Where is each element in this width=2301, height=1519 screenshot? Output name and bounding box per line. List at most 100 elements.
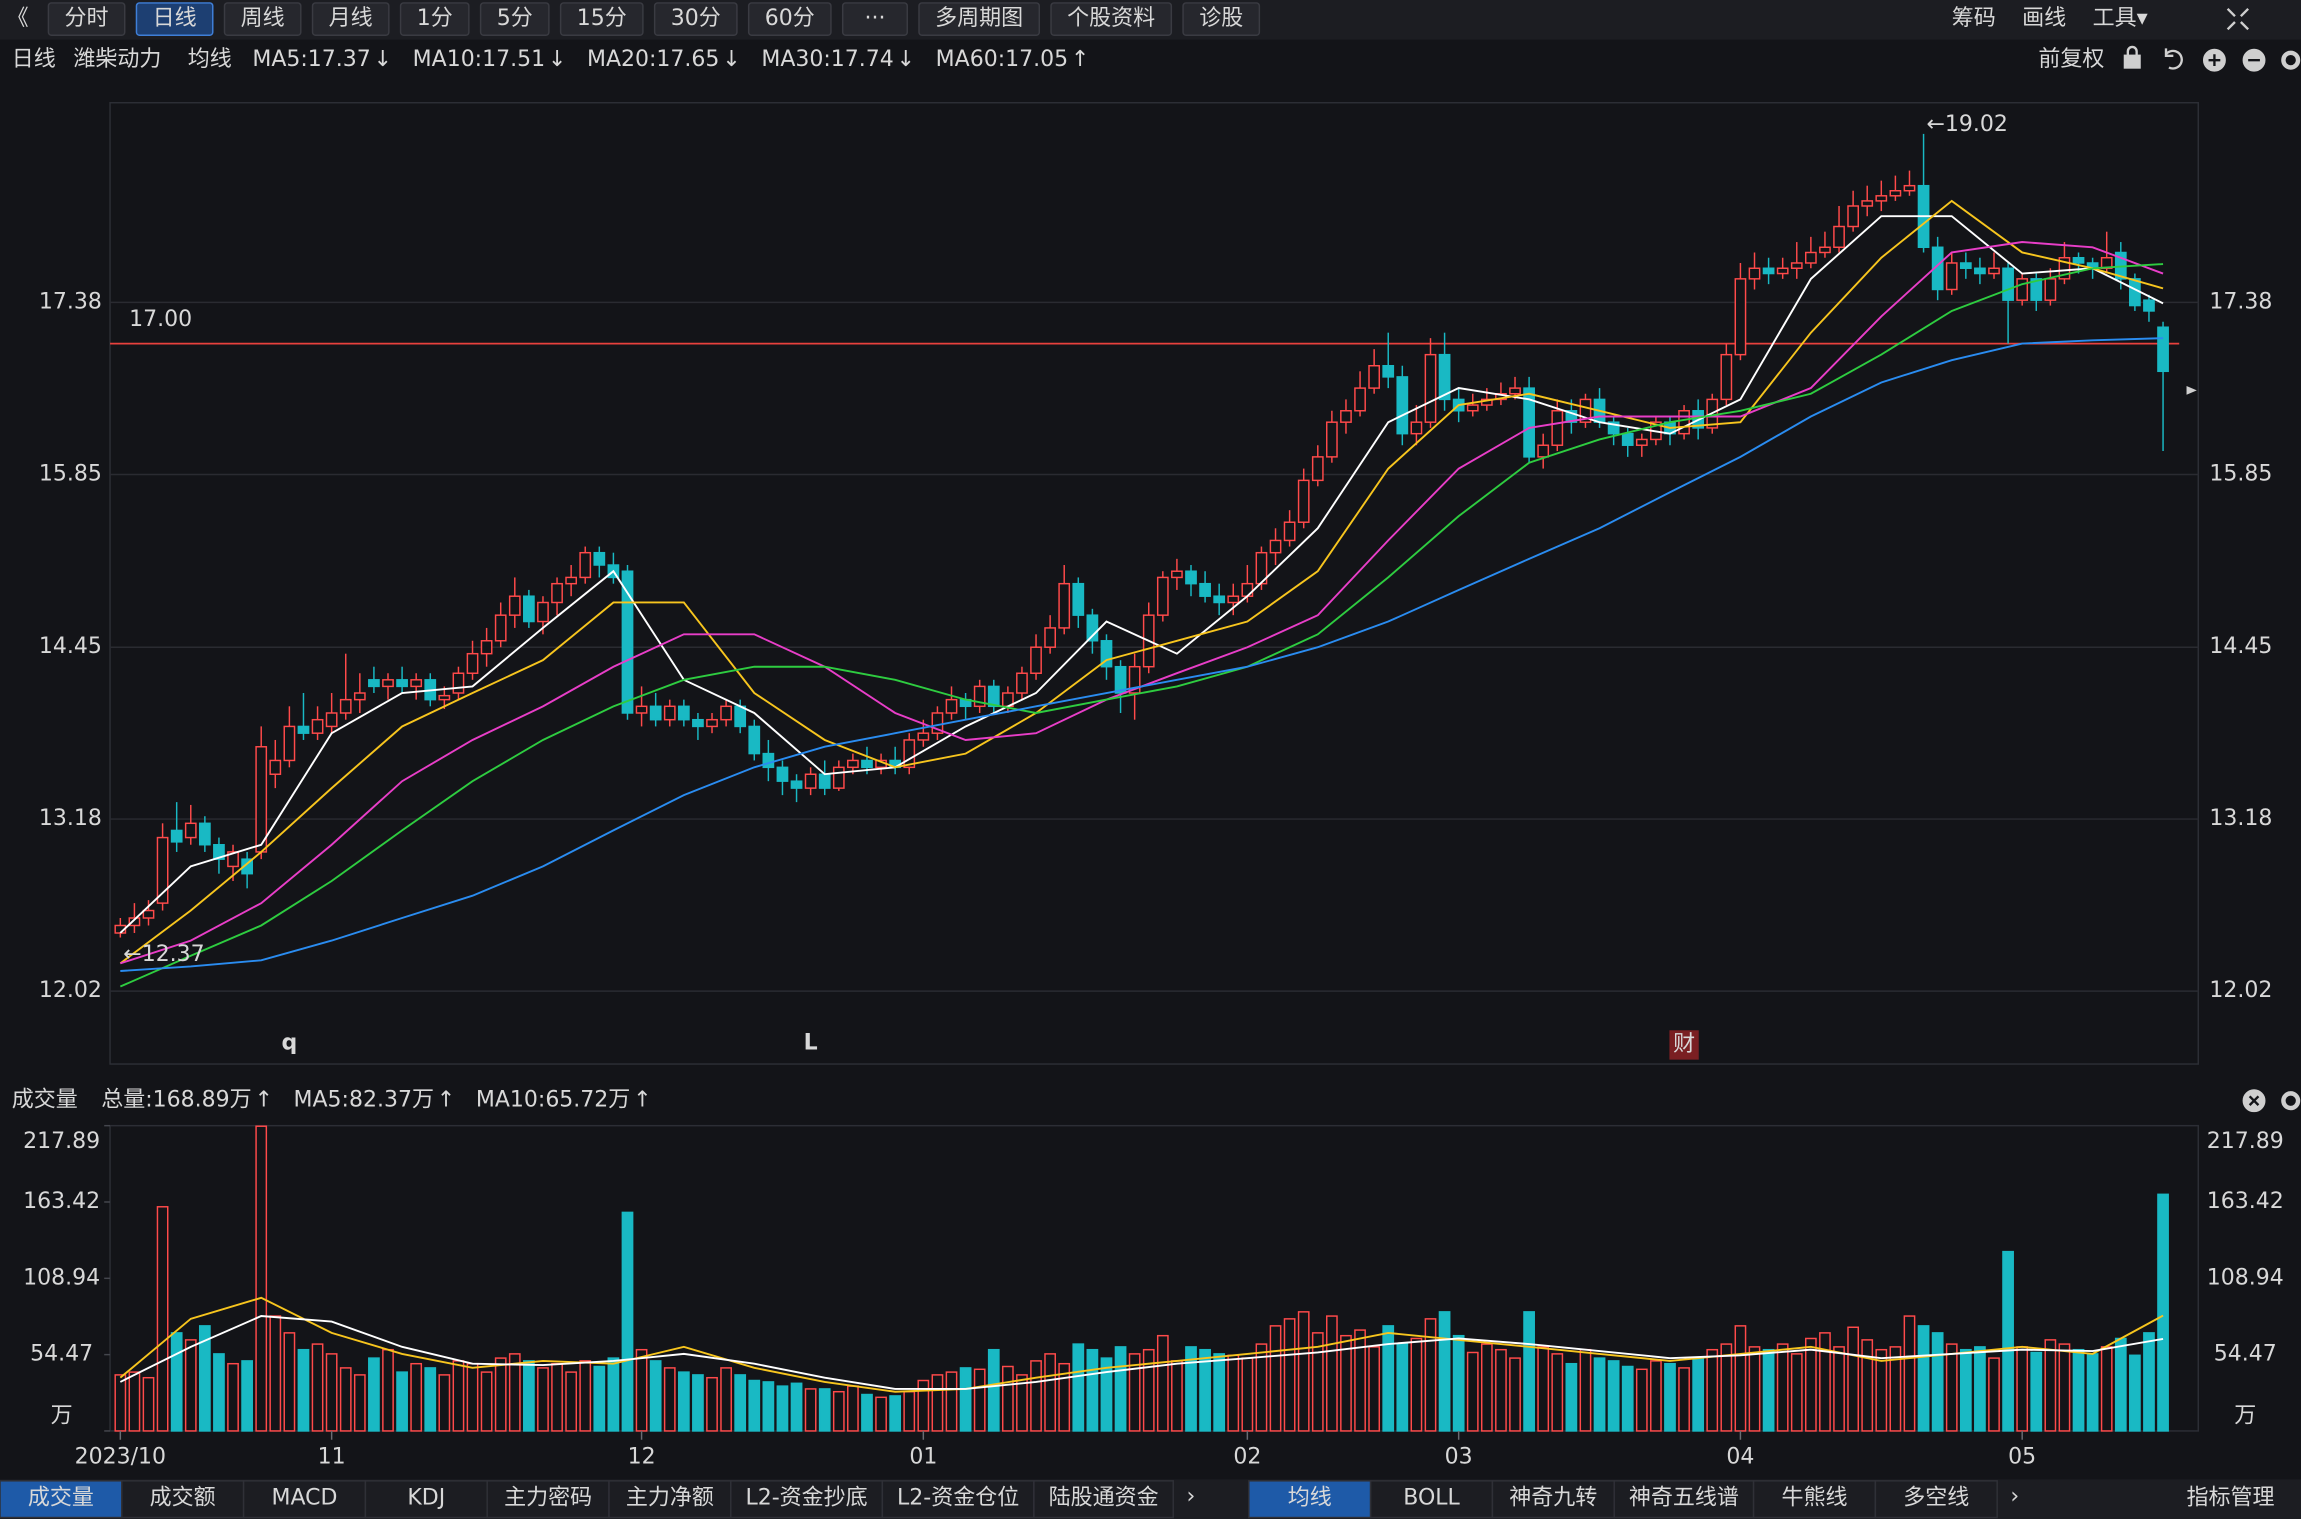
candle-body (593, 551, 606, 566)
toolbar-right[interactable]: 筹码 (1952, 6, 1996, 31)
indicator-tab[interactable] (1369, 1480, 1494, 1519)
candle-body (635, 705, 648, 714)
toolbar-button[interactable] (841, 2, 908, 36)
candle-body (311, 718, 324, 734)
toolbar-label[interactable]: 15分 (577, 6, 627, 31)
toolbar-button[interactable] (47, 2, 126, 36)
indicator-tab[interactable] (364, 1480, 488, 1519)
indicator-tab-label[interactable]: 主力净额 (626, 1485, 714, 1510)
fullscreen-icon[interactable] (2226, 7, 2250, 31)
indicator-tab-label[interactable]: L2-资金仓位 (897, 1485, 1019, 1510)
candle-body (1988, 267, 2000, 275)
toolbar-button[interactable] (223, 2, 302, 36)
legend-arrow: ↓ (374, 47, 392, 72)
undo-icon[interactable] (2164, 48, 2183, 70)
toolbar-label[interactable]: 30分 (671, 6, 721, 31)
indicator-tab[interactable] (881, 1480, 1035, 1519)
indicator-manage[interactable]: 指标管理 (2187, 1485, 2275, 1510)
candle-body (987, 685, 1000, 708)
toolbar-right[interactable]: 工具▾ (2093, 6, 2148, 31)
volume-bar (1368, 1346, 1381, 1432)
candle-body (368, 679, 380, 688)
candle-body (1635, 438, 1648, 446)
toolbar-label[interactable]: 5分 (497, 6, 533, 31)
toolbar-button[interactable] (747, 2, 832, 36)
toolbar-icons[interactable] (2123, 7, 2301, 1113)
indicator-tab-label[interactable]: 成交量 (28, 1485, 94, 1510)
tab-more[interactable]: › (1186, 1484, 1195, 1509)
indicator-tab-label[interactable]: L2-资金抄底 (745, 1485, 867, 1510)
indicator-tab[interactable] (242, 1480, 367, 1519)
indicator-tab[interactable] (1033, 1480, 1174, 1519)
settings-icon[interactable] (2281, 50, 2301, 70)
indicator-tab-label[interactable]: MACD (272, 1485, 338, 1510)
candle-body (1396, 376, 1409, 435)
indicator-tab-label[interactable]: KDJ (407, 1485, 445, 1510)
volume-bar (593, 1365, 606, 1432)
toolbar-label[interactable]: 月线 (329, 6, 373, 31)
volume-bar (452, 1360, 465, 1432)
tab-more[interactable]: › (2010, 1484, 2019, 1509)
indicator-tab[interactable] (486, 1480, 610, 1519)
volume-bar (1269, 1325, 1282, 1432)
adjust-mode[interactable]: 前复权 (2038, 47, 2104, 72)
toolbar-label[interactable]: 周线 (241, 6, 285, 31)
volume-bar (1480, 1343, 1493, 1432)
toolbar-button[interactable] (399, 2, 470, 36)
indicator-tab[interactable] (0, 1480, 123, 1519)
candle-body (1227, 595, 1240, 604)
volume-bar (1762, 1348, 1775, 1432)
candle-body (1199, 582, 1211, 597)
toolbar-label[interactable]: 个股资料 (1067, 6, 1155, 31)
indicator-tab[interactable] (730, 1480, 884, 1519)
toolbar-button[interactable] (918, 2, 1041, 36)
candle-body (861, 759, 873, 769)
toolbar-label[interactable]: 日线 (153, 6, 197, 31)
toolbar-label[interactable]: 诊股 (1199, 6, 1243, 31)
indicator-tab-label[interactable]: 神奇九转 (1509, 1485, 1597, 1510)
back-button[interactable]: 《 (7, 6, 29, 31)
volume-bar (1100, 1357, 1113, 1432)
toolbar-button[interactable] (653, 2, 738, 36)
indicator-tab-label[interactable]: 牛熊线 (1781, 1485, 1847, 1510)
indicator-tab-label[interactable]: 主力密码 (504, 1485, 592, 1510)
y-tick-label-right: 13.18 (2209, 806, 2272, 831)
indicator-tab[interactable] (1613, 1480, 1755, 1519)
indicator-tab[interactable] (608, 1480, 732, 1519)
volume-bar (1410, 1337, 1423, 1432)
indicator-tab[interactable] (1491, 1480, 1615, 1519)
lock-icon[interactable] (2123, 54, 2141, 69)
indicator-tab-label[interactable]: 均线 (1288, 1485, 1332, 1510)
volume-bar (382, 1348, 394, 1432)
toolbar-label[interactable]: ··· (864, 6, 885, 31)
toolbar-label[interactable]: 60分 (765, 6, 815, 31)
indicator-tab[interactable] (1752, 1480, 1877, 1519)
toolbar-label[interactable]: 分时 (65, 6, 109, 31)
toolbar-button[interactable] (311, 2, 390, 36)
toolbar-button[interactable] (479, 2, 550, 36)
indicator-tab-label[interactable]: 神奇五线谱 (1629, 1485, 1739, 1510)
volume-bar (1311, 1332, 1324, 1432)
event-marker-bg (1669, 1030, 1699, 1060)
lock-shackle (2126, 45, 2138, 56)
volume-bar (706, 1376, 718, 1432)
volume-bar (2030, 1351, 2043, 1432)
indicator-tab[interactable] (1248, 1480, 1372, 1519)
toolbar-button[interactable] (1050, 2, 1173, 36)
toolbar-button[interactable] (135, 2, 214, 36)
indicator-tab[interactable] (1874, 1480, 1998, 1519)
toolbar-button[interactable] (1182, 2, 1261, 36)
indicator-tab-label[interactable]: 陆股通资金 (1049, 1485, 1159, 1510)
candle-body (1565, 410, 1578, 423)
indicator-tab-label[interactable]: BOLL (1403, 1485, 1460, 1510)
candle-body (1311, 456, 1324, 482)
indicator-tab-label[interactable]: 多空线 (1903, 1485, 1969, 1510)
indicator-tab-label[interactable]: 成交额 (150, 1485, 216, 1510)
toolbar-right[interactable]: 画线 (2022, 6, 2066, 31)
indicator-tab[interactable] (121, 1480, 245, 1519)
settings-icon[interactable] (2281, 1091, 2301, 1111)
candle-body (945, 698, 958, 714)
toolbar-label[interactable]: 多周期图 (935, 6, 1023, 31)
toolbar-label[interactable]: 1分 (417, 6, 453, 31)
toolbar-button[interactable] (559, 2, 644, 36)
